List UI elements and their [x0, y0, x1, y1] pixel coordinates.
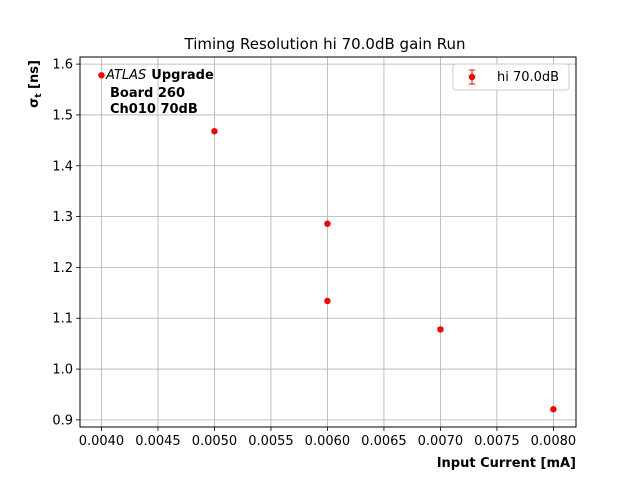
data-point: [211, 128, 218, 135]
board-label: Board 260: [110, 86, 185, 101]
atlas-label: ATLAS: [105, 68, 146, 83]
x-tick-label: 0.0070: [418, 434, 464, 449]
y-tick-label: 1.3: [52, 210, 73, 225]
data-point: [98, 72, 105, 79]
x-tick-label: 0.0080: [531, 434, 577, 449]
chart-title: Timing Resolution hi 70.0dB gain Run: [184, 35, 466, 53]
x-tick-label: 0.0075: [474, 434, 520, 449]
y-tick-label: 1.6: [52, 58, 73, 73]
legend-box: [452, 63, 570, 91]
legend: hi 70.0dB: [452, 63, 570, 91]
y-axis-label-symbol: σ: [27, 98, 42, 108]
plot-frame: [79, 56, 577, 428]
axis-ticks: 0.0040 0.0045 0.0050 0.0055 0.0060 0.0065 0.00…: [52, 58, 576, 449]
x-axis-label: Input Current [mA]: [437, 456, 576, 471]
channel-label: Ch010 70dB: [110, 102, 198, 117]
data-points: [98, 72, 557, 413]
data-point: [324, 297, 331, 305]
data-point: [324, 220, 331, 227]
legend-entry-label: hi 70.0dB: [497, 70, 559, 85]
y-axis-label-unit: [ns]: [27, 60, 42, 93]
y-tick-label: 1.1: [52, 312, 73, 327]
upgrade-label: Upgrade: [151, 68, 214, 83]
y-tick-label: 1.0: [52, 363, 73, 378]
x-tick-label: 0.0050: [192, 434, 238, 449]
y-tick-label: 1.2: [52, 261, 73, 276]
x-tick-label: 0.0065: [361, 434, 407, 449]
legend-marker: [468, 73, 476, 81]
data-point: [437, 326, 444, 333]
y-axis-label-subscript: t: [34, 93, 44, 98]
x-tick-label: 0.0045: [135, 434, 181, 449]
y-tick-label: 1.5: [52, 108, 73, 123]
data-point: [550, 406, 557, 413]
x-tick-label: 0.0060: [305, 434, 351, 449]
grid-lines: [80, 57, 576, 427]
atlas-annotation: ATLAS Upgrade Board 260 Ch010 70dB: [105, 68, 214, 117]
y-axis-label: σt [ns]: [27, 60, 44, 108]
x-tick-label: 0.0055: [248, 434, 294, 449]
atlas-label-line: ATLAS Upgrade: [105, 68, 214, 83]
x-tick-label: 0.0040: [79, 434, 125, 449]
y-tick-label: 1.4: [52, 159, 73, 174]
y-tick-label: 0.9: [52, 413, 73, 428]
